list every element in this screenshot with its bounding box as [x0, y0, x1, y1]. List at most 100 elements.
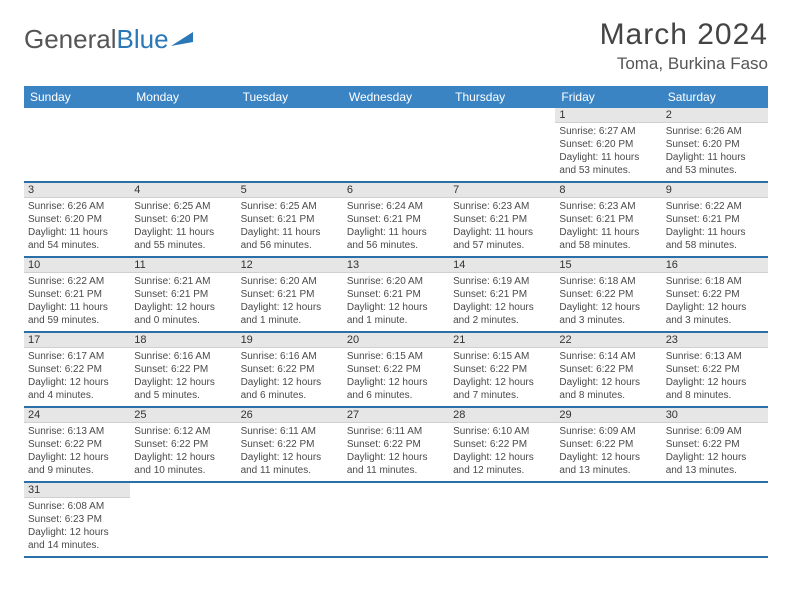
sunrise-text: Sunrise: 6:20 AM	[347, 275, 445, 288]
location: Toma, Burkina Faso	[600, 54, 768, 74]
sunrise-text: Sunrise: 6:23 AM	[559, 200, 657, 213]
calendar-row: 17Sunrise: 6:17 AMSunset: 6:22 PMDayligh…	[24, 332, 768, 407]
day-header: Sunday	[24, 86, 130, 108]
sunset-text: Sunset: 6:21 PM	[559, 213, 657, 226]
calendar-cell	[343, 482, 449, 557]
calendar-cell: 31Sunrise: 6:08 AMSunset: 6:23 PMDayligh…	[24, 482, 130, 557]
day-header: Thursday	[449, 86, 555, 108]
calendar-cell: 24Sunrise: 6:13 AMSunset: 6:22 PMDayligh…	[24, 407, 130, 482]
sunset-text: Sunset: 6:22 PM	[241, 363, 339, 376]
header: GeneralBlue March 2024 Toma, Burkina Fas…	[24, 18, 768, 74]
daylight-text: Daylight: 11 hours	[28, 301, 126, 314]
sunset-text: Sunset: 6:22 PM	[347, 363, 445, 376]
day-number: 10	[24, 258, 130, 273]
calendar-cell	[130, 108, 236, 182]
daylight-text2: and 8 minutes.	[666, 389, 764, 402]
daylight-text2: and 3 minutes.	[559, 314, 657, 327]
calendar-cell	[343, 108, 449, 182]
daylight-text: Daylight: 12 hours	[134, 451, 232, 464]
daylight-text: Daylight: 11 hours	[134, 226, 232, 239]
sunrise-text: Sunrise: 6:18 AM	[559, 275, 657, 288]
day-number: 27	[343, 408, 449, 423]
calendar-cell	[237, 482, 343, 557]
sunset-text: Sunset: 6:21 PM	[134, 288, 232, 301]
calendar-cell: 4Sunrise: 6:25 AMSunset: 6:20 PMDaylight…	[130, 182, 236, 257]
daylight-text: Daylight: 11 hours	[453, 226, 551, 239]
calendar-cell	[449, 108, 555, 182]
sunrise-text: Sunrise: 6:10 AM	[453, 425, 551, 438]
day-header: Wednesday	[343, 86, 449, 108]
day-number: 19	[237, 333, 343, 348]
daylight-text: Daylight: 12 hours	[666, 451, 764, 464]
sunrise-text: Sunrise: 6:26 AM	[28, 200, 126, 213]
day-number: 25	[130, 408, 236, 423]
sunrise-text: Sunrise: 6:25 AM	[241, 200, 339, 213]
brand-part2: Blue	[117, 24, 169, 55]
day-number: 5	[237, 183, 343, 198]
sunset-text: Sunset: 6:22 PM	[453, 438, 551, 451]
calendar-cell: 25Sunrise: 6:12 AMSunset: 6:22 PMDayligh…	[130, 407, 236, 482]
sunset-text: Sunset: 6:22 PM	[241, 438, 339, 451]
calendar-row: 24Sunrise: 6:13 AMSunset: 6:22 PMDayligh…	[24, 407, 768, 482]
brand-part1: General	[24, 24, 117, 55]
sunset-text: Sunset: 6:22 PM	[28, 363, 126, 376]
sunset-text: Sunset: 6:20 PM	[28, 213, 126, 226]
day-number: 20	[343, 333, 449, 348]
sunrise-text: Sunrise: 6:22 AM	[666, 200, 764, 213]
calendar-table: SundayMondayTuesdayWednesdayThursdayFrid…	[24, 86, 768, 558]
day-header: Saturday	[662, 86, 768, 108]
daylight-text2: and 55 minutes.	[134, 239, 232, 252]
daylight-text2: and 3 minutes.	[666, 314, 764, 327]
daylight-text: Daylight: 12 hours	[28, 526, 126, 539]
month-title: March 2024	[600, 18, 768, 52]
daylight-text2: and 58 minutes.	[666, 239, 764, 252]
calendar-cell: 23Sunrise: 6:13 AMSunset: 6:22 PMDayligh…	[662, 332, 768, 407]
calendar-cell	[237, 108, 343, 182]
daylight-text: Daylight: 12 hours	[559, 376, 657, 389]
calendar-cell: 19Sunrise: 6:16 AMSunset: 6:22 PMDayligh…	[237, 332, 343, 407]
calendar-cell: 27Sunrise: 6:11 AMSunset: 6:22 PMDayligh…	[343, 407, 449, 482]
sunset-text: Sunset: 6:22 PM	[134, 438, 232, 451]
sunrise-text: Sunrise: 6:26 AM	[666, 125, 764, 138]
daylight-text: Daylight: 12 hours	[347, 376, 445, 389]
daylight-text2: and 53 minutes.	[559, 164, 657, 177]
daylight-text2: and 53 minutes.	[666, 164, 764, 177]
sunset-text: Sunset: 6:22 PM	[666, 438, 764, 451]
sunset-text: Sunset: 6:22 PM	[666, 363, 764, 376]
day-number: 14	[449, 258, 555, 273]
calendar-cell: 1Sunrise: 6:27 AMSunset: 6:20 PMDaylight…	[555, 108, 661, 182]
calendar-row: 10Sunrise: 6:22 AMSunset: 6:21 PMDayligh…	[24, 257, 768, 332]
flag-icon	[171, 32, 193, 48]
day-header: Monday	[130, 86, 236, 108]
daylight-text2: and 57 minutes.	[453, 239, 551, 252]
daylight-text2: and 13 minutes.	[666, 464, 764, 477]
daylight-text2: and 4 minutes.	[28, 389, 126, 402]
sunrise-text: Sunrise: 6:21 AM	[134, 275, 232, 288]
day-number: 4	[130, 183, 236, 198]
sunrise-text: Sunrise: 6:19 AM	[453, 275, 551, 288]
sunrise-text: Sunrise: 6:09 AM	[559, 425, 657, 438]
daylight-text2: and 8 minutes.	[559, 389, 657, 402]
daylight-text2: and 56 minutes.	[241, 239, 339, 252]
day-number: 29	[555, 408, 661, 423]
sunrise-text: Sunrise: 6:11 AM	[347, 425, 445, 438]
sunset-text: Sunset: 6:21 PM	[28, 288, 126, 301]
daylight-text: Daylight: 12 hours	[28, 376, 126, 389]
calendar-cell: 29Sunrise: 6:09 AMSunset: 6:22 PMDayligh…	[555, 407, 661, 482]
daylight-text: Daylight: 12 hours	[347, 301, 445, 314]
day-number: 6	[343, 183, 449, 198]
daylight-text: Daylight: 12 hours	[347, 451, 445, 464]
day-number: 17	[24, 333, 130, 348]
daylight-text: Daylight: 12 hours	[241, 451, 339, 464]
daylight-text: Daylight: 11 hours	[666, 151, 764, 164]
daylight-text2: and 1 minute.	[347, 314, 445, 327]
calendar-cell: 16Sunrise: 6:18 AMSunset: 6:22 PMDayligh…	[662, 257, 768, 332]
daylight-text: Daylight: 12 hours	[134, 376, 232, 389]
sunset-text: Sunset: 6:21 PM	[241, 288, 339, 301]
daylight-text: Daylight: 11 hours	[241, 226, 339, 239]
sunrise-text: Sunrise: 6:18 AM	[666, 275, 764, 288]
daylight-text: Daylight: 12 hours	[559, 301, 657, 314]
day-number: 24	[24, 408, 130, 423]
sunset-text: Sunset: 6:21 PM	[666, 213, 764, 226]
calendar-cell: 26Sunrise: 6:11 AMSunset: 6:22 PMDayligh…	[237, 407, 343, 482]
